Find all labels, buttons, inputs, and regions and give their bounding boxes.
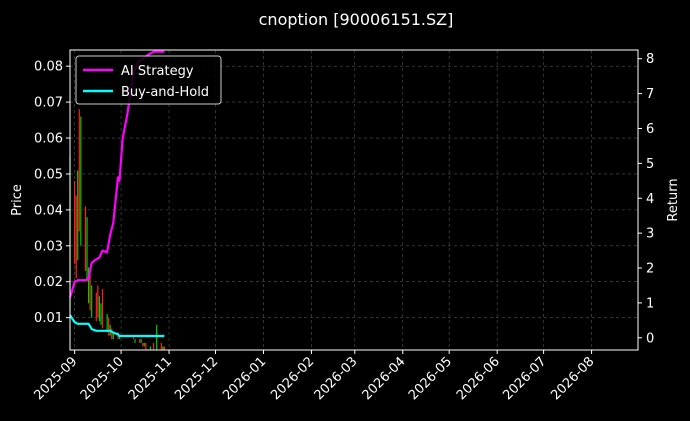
y-left-tick-label: 0.06 bbox=[34, 132, 63, 147]
y-right-tick-label: 7 bbox=[646, 87, 654, 102]
y-right-tick-label: 2 bbox=[646, 262, 654, 277]
right-axis-label: Return bbox=[666, 178, 681, 221]
y-left-tick-label: 0.01 bbox=[34, 311, 63, 326]
y-left-tick-label: 0.07 bbox=[34, 96, 63, 111]
y-right-tick-label: 6 bbox=[646, 122, 654, 137]
y-left-tick-label: 0.08 bbox=[34, 60, 63, 75]
legend: AI Strategy Buy-and-Hold bbox=[75, 55, 222, 105]
legend-label-buy-and-hold: Buy-and-Hold bbox=[121, 85, 209, 100]
y-left-tick-label: 0.03 bbox=[34, 239, 63, 254]
y-left-tick-label: 0.05 bbox=[34, 167, 63, 182]
y-right-tick-label: 8 bbox=[646, 52, 654, 67]
y-right-tick-label: 1 bbox=[646, 296, 654, 311]
left-axis: 0.01 0.02 0.03 0.04 0.05 0.06 0.07 0.08 bbox=[34, 60, 70, 326]
plot-frame bbox=[69, 49, 639, 351]
y-right-tick-label: 0 bbox=[646, 331, 654, 346]
y-left-tick-label: 0.04 bbox=[34, 203, 63, 218]
series-line-buy-and-hold bbox=[69, 314, 165, 338]
y-right-tick-label: 5 bbox=[646, 157, 654, 172]
grid-layer bbox=[70, 50, 638, 350]
legend-label-ai-strategy: AI Strategy bbox=[121, 64, 194, 79]
chart-title: cnoption [90006151.SZ] bbox=[259, 10, 454, 29]
left-axis-label: Price bbox=[10, 184, 25, 216]
right-axis: 0 1 2 3 4 5 6 7 8 bbox=[638, 52, 654, 346]
y-right-tick-label: 4 bbox=[646, 192, 654, 207]
y-right-tick-label: 3 bbox=[646, 227, 654, 242]
y-left-tick-label: 0.02 bbox=[34, 275, 63, 290]
